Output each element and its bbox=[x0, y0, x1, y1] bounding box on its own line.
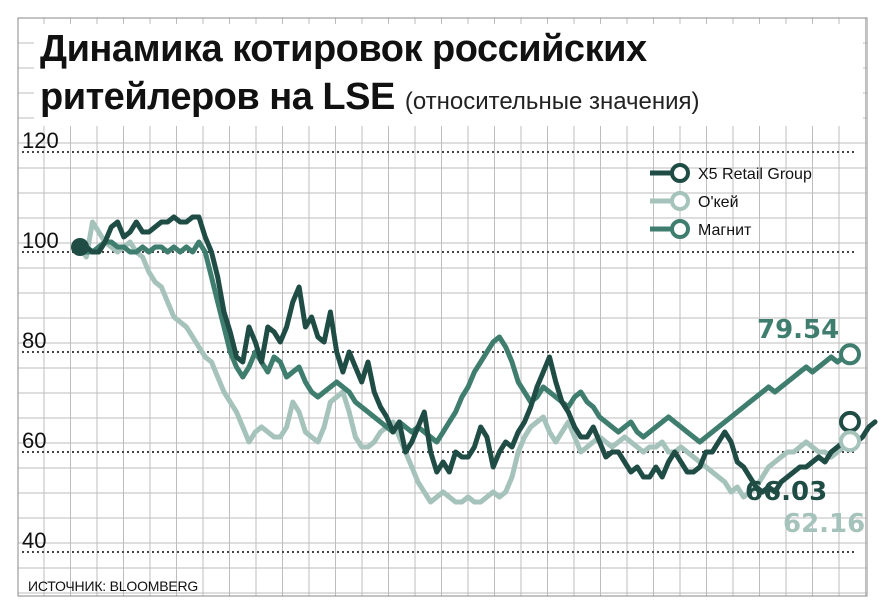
y-axis: 40 60 80 100 120 bbox=[22, 128, 857, 553]
legend-label: О'кей bbox=[698, 194, 739, 211]
source-note: ИСТОЧНИК: BLOOMBERG bbox=[28, 578, 199, 594]
chart-frame bbox=[17, 17, 868, 597]
end-value-label: 62.16 bbox=[783, 509, 865, 539]
end-point-1 bbox=[839, 430, 861, 453]
y-tick-label: 120 bbox=[22, 128, 59, 153]
y-tick-label: 80 bbox=[22, 328, 46, 353]
legend: X5 Retail Group О'кей Магнит bbox=[650, 163, 812, 239]
end-value-label: 66.03 bbox=[745, 477, 827, 507]
series-line-1 bbox=[77, 219, 853, 505]
y-tick-label: 100 bbox=[22, 228, 59, 253]
start-point bbox=[71, 238, 89, 256]
chart-subtitle: (относительные значения) bbox=[404, 88, 700, 115]
legend-label: Магнит bbox=[698, 222, 752, 239]
legend-marker bbox=[670, 163, 690, 183]
series-line-0 bbox=[77, 214, 878, 495]
end-point-2 bbox=[839, 343, 861, 366]
series-line-2 bbox=[77, 239, 853, 445]
end-point-0 bbox=[839, 410, 861, 433]
legend-marker bbox=[670, 219, 690, 239]
title-background bbox=[34, 24, 863, 126]
y-tick-label: 60 bbox=[22, 428, 46, 453]
chart-title-text: ритейлеров на LSE bbox=[40, 76, 395, 118]
y-tick-label: 40 bbox=[22, 528, 46, 553]
legend-label: X5 Retail Group bbox=[698, 166, 812, 183]
legend-marker bbox=[670, 191, 690, 211]
chart-title-line-2: ритейлеров на LSE (относительные значения… bbox=[40, 76, 700, 119]
end-value-label: 79.54 bbox=[757, 315, 839, 345]
chart-title: Динамика котировок российских bbox=[40, 28, 647, 70]
